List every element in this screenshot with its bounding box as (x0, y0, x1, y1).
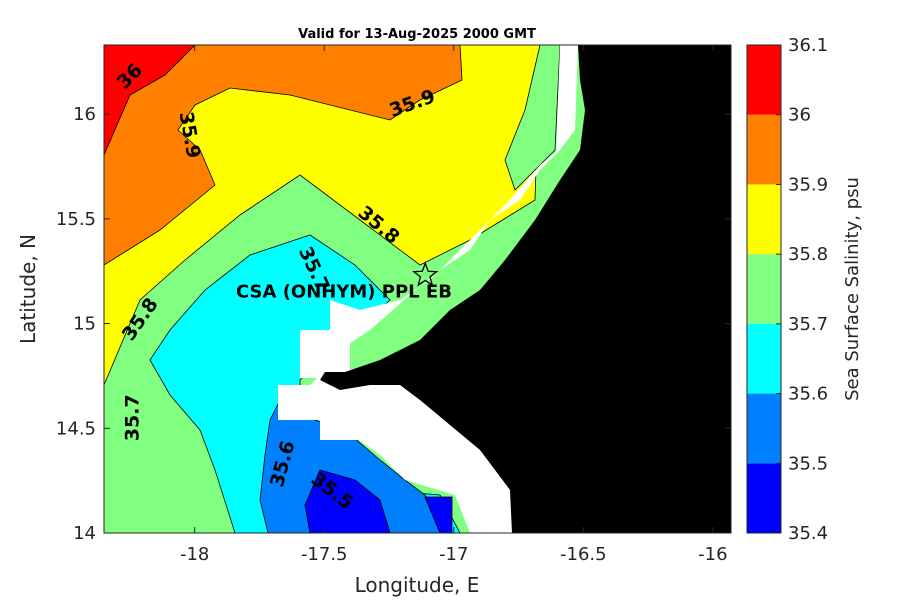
band-36-0 (104, 45, 196, 156)
colorbar-label: Sea Surface Salinity, psu (842, 177, 863, 401)
colorbar-swatch (747, 323, 781, 394)
band-35-4 (304, 469, 391, 533)
colorbar-frame (746, 44, 782, 534)
band-35-9 (104, 45, 463, 266)
colorbar-tick-label: 35.6 (788, 384, 828, 405)
colorbar-tick-label: 36.1 (788, 35, 828, 56)
y-axis-label: Latitude, N (16, 234, 40, 344)
x-tick-label: -17 (439, 544, 468, 565)
colorbar: 35.4 35.5 35.6 35.7 35.8 35.9 36 36.1 (746, 35, 828, 544)
y-tick-label: 15.5 (56, 209, 96, 230)
colorbar-tick-label: 35.4 (788, 523, 828, 544)
plot-frame (103, 44, 732, 534)
no-data-block-2 (278, 385, 328, 420)
colorbar-tick-label: 35.7 (788, 314, 828, 335)
x-tick-label: -16.5 (560, 544, 607, 565)
x-tick-label: -16 (698, 544, 727, 565)
no-data-block (300, 330, 350, 378)
colorbar-swatch (747, 393, 781, 464)
x-axis-ticks: -18 -17.5 -17 -16.5 -16 (180, 45, 728, 565)
colorbar-tick-label: 35.8 (788, 244, 828, 265)
colorbar-tick-label: 36 (788, 105, 811, 126)
site-label: CSA (ONHYM) PPL EB (236, 281, 452, 302)
no-data-mask (300, 45, 578, 533)
no-data-block-3 (320, 410, 365, 440)
plot-area (104, 45, 731, 533)
y-axis-ticks: 14 14.5 15 15.5 16 (56, 104, 731, 544)
colorbar-swatch (747, 254, 781, 324)
colorbar-swatch (747, 45, 781, 115)
contour-label: 35.7 (122, 394, 144, 441)
colorbar-tick-label: 35.9 (788, 174, 828, 195)
y-tick-label: 15 (73, 314, 96, 335)
colorbar-swatch (747, 114, 781, 185)
colorbar-tick-label: 35.5 (788, 453, 828, 474)
band-35-7-north (504, 45, 561, 191)
y-tick-label: 14 (73, 523, 96, 544)
y-tick-label: 16 (73, 104, 96, 125)
colorbar-swatch (747, 184, 781, 255)
x-tick-label: -18 (180, 544, 209, 565)
star-icon[interactable] (412, 261, 439, 287)
x-axis-label: Longitude, E (355, 573, 480, 597)
land[interactable] (320, 45, 731, 533)
site-marker[interactable]: CSA (ONHYM) PPL EB (236, 261, 452, 302)
band-35-4-south (424, 496, 453, 533)
y-tick-label: 14.5 (56, 418, 96, 439)
x-tick-label: -17.5 (301, 544, 348, 565)
chart-title: Valid for 13-Aug-2025 2000 GMT (298, 27, 536, 42)
colorbar-swatch (747, 463, 781, 533)
